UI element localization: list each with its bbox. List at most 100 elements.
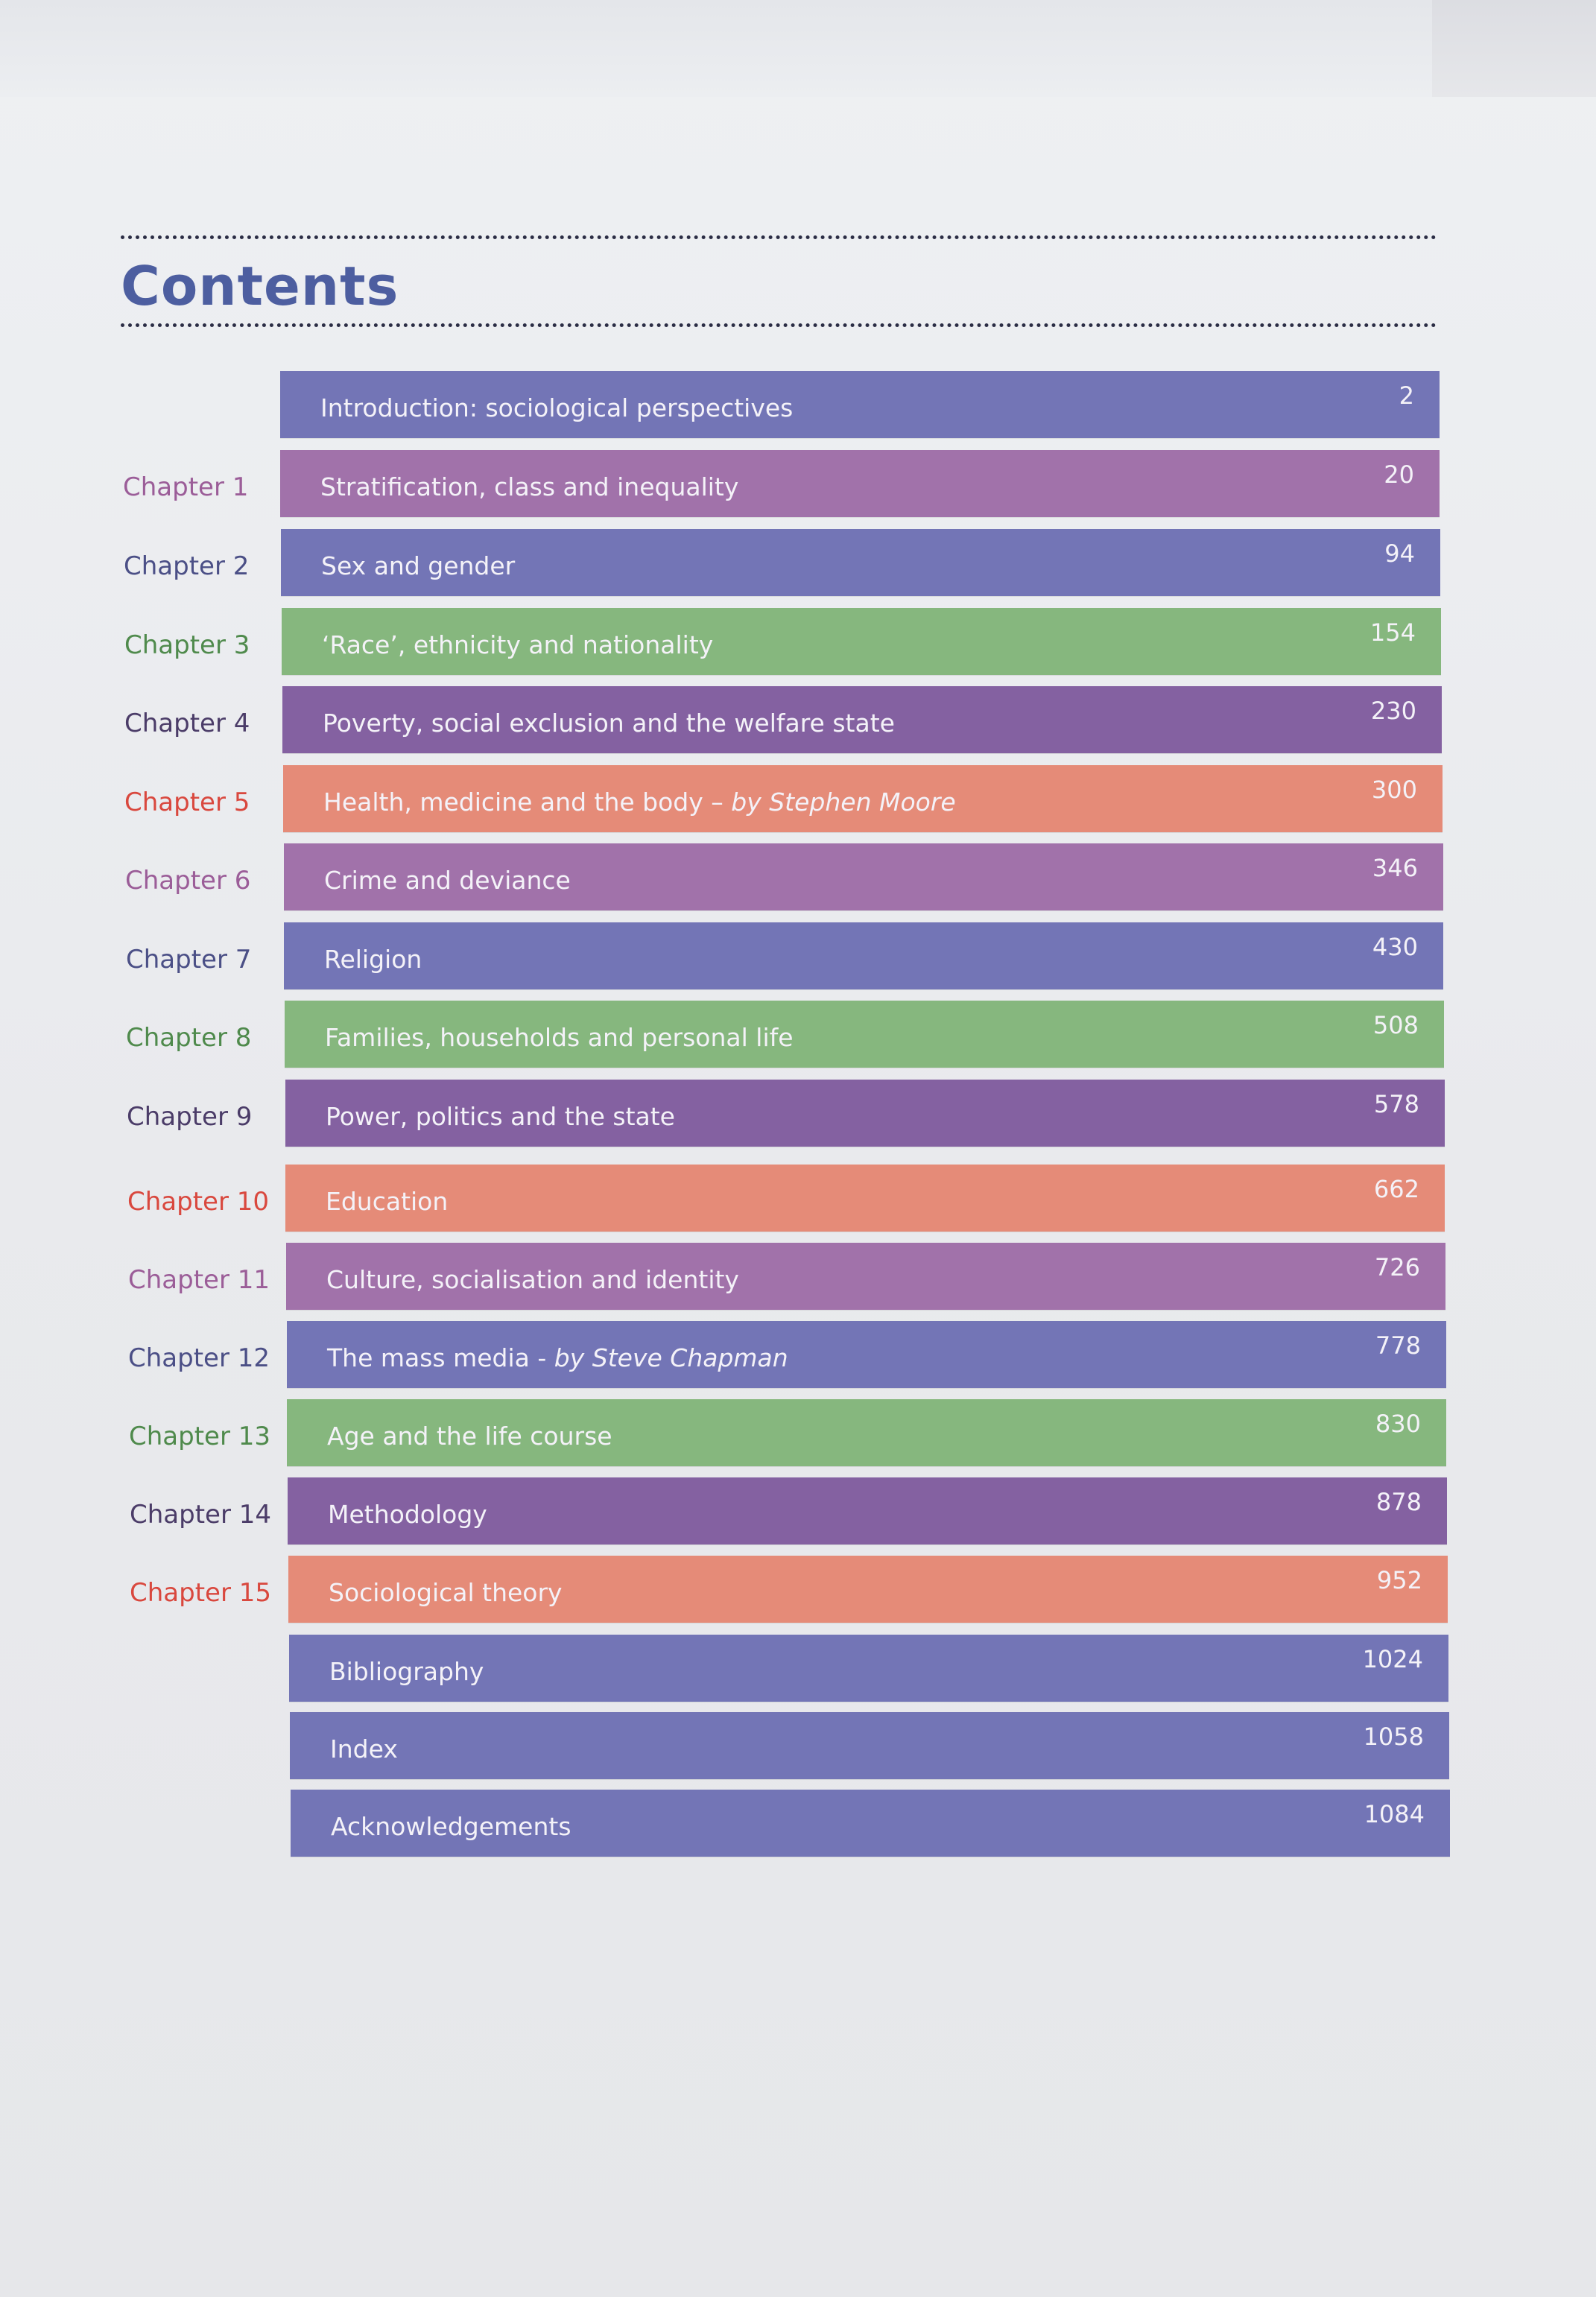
chapter-bar[interactable]: Index 1058 [290,1712,1449,1779]
chapter-bar[interactable]: Religion 430 [284,922,1443,989]
chapter-label: Chapter 8 [126,1023,252,1053]
chapter-label: Chapter 14 [130,1500,272,1530]
toc-row: Chapter 5 Health, medicine and the body –… [0,765,1596,834]
chapter-title: Sociological theory [329,1556,563,1630]
chapter-title-text: Acknowledgements [331,1812,571,1841]
chapter-label: Chapter 4 [124,709,250,738]
page-number: 154 [1369,618,1416,647]
chapter-label: Chapter 10 [127,1187,270,1217]
toc-row: Chapter 8 Families, households and person… [0,1001,1596,1069]
toc-row: Bibliography 1024 [0,1635,1596,1703]
toc-row: Chapter 12 The mass media - by Steve Chap… [0,1321,1596,1390]
chapter-title: ‘Race’, ethnicity and nationality [322,608,713,682]
chapter-title: The mass media - by Steve Chapman [327,1321,788,1395]
chapter-bar[interactable]: Age and the life course 830 [287,1399,1446,1466]
toc-row: Chapter 6 Crime and deviance 346 [0,843,1596,912]
page-number: 2 [1399,381,1414,410]
page-number: 878 [1375,1488,1422,1516]
contents-heading: Contents [121,255,399,317]
chapter-bar[interactable]: Introduction: sociological perspectives 2 [280,371,1440,438]
page-number: 300 [1371,776,1417,804]
dotted-rule-top [121,235,1437,239]
chapter-title: Education [326,1165,448,1239]
toc-row: Acknowledgements 1084 [0,1790,1596,1858]
page-number: 578 [1373,1090,1419,1118]
toc-row: Chapter 7 Religion 430 [0,922,1596,991]
chapter-title: Religion [324,922,422,997]
chapter-bar[interactable]: Sex and gender 94 [281,529,1440,596]
dotted-rule-bottom [121,323,1437,327]
toc-row: Chapter 10 Education 662 [0,1165,1596,1233]
chapter-title: Health, medicine and the body – by Steph… [323,765,956,840]
chapter-title-text: The mass media - [327,1343,554,1372]
chapter-title-text: Stratification, class and inequality [320,472,739,501]
page-number: 830 [1375,1410,1421,1438]
chapter-label: Chapter 1 [123,472,249,502]
chapter-bar[interactable]: Methodology 878 [288,1477,1447,1544]
page-number: 508 [1372,1011,1419,1039]
page-number: 778 [1375,1331,1421,1360]
chapter-author: by Stephen Moore [731,788,956,817]
toc-row: Chapter 1 Stratification, class and inequ… [0,450,1596,519]
chapter-title-text: Families, households and personal life [325,1023,794,1052]
chapter-label: Chapter 6 [125,866,251,896]
page-number: 726 [1374,1253,1420,1281]
chapter-label: Chapter 3 [124,630,250,660]
chapter-bar[interactable]: Families, households and personal life 50… [285,1001,1444,1068]
chapter-title: Poverty, social exclusion and the welfar… [323,686,895,761]
chapter-title-text: Sociological theory [329,1578,563,1607]
toc-row: Chapter 3 ‘Race’, ethnicity and nationali… [0,608,1596,677]
chapter-bar[interactable]: Health, medicine and the body – by Steph… [283,765,1443,832]
page-number: 662 [1373,1175,1419,1203]
chapter-title: Culture, socialisation and identity [326,1243,739,1317]
page-number: 430 [1372,933,1418,961]
page-number: 346 [1372,854,1418,882]
chapter-bar[interactable]: Poverty, social exclusion and the welfar… [282,686,1442,753]
toc-row: Chapter 14 Methodology 878 [0,1477,1596,1546]
toc-row: Introduction: sociological perspectives 2 [0,371,1596,440]
chapter-title: Families, households and personal life [325,1001,794,1075]
page-corner [1432,0,1596,97]
chapter-title-text: Education [326,1187,449,1216]
chapter-bar[interactable]: ‘Race’, ethnicity and nationality 154 [282,608,1441,675]
chapter-title: Age and the life course [327,1399,612,1474]
chapter-title-text: Health, medicine and the body – [323,788,732,817]
chapter-label: Chapter 11 [128,1265,270,1295]
toc-row: Chapter 15 Sociological theory 952 [0,1556,1596,1624]
chapter-label: Chapter 12 [128,1343,270,1373]
chapter-label: Chapter 15 [130,1578,272,1608]
chapter-title-text: Age and the life course [327,1422,612,1451]
chapter-label: Chapter 5 [124,788,250,817]
chapter-title: Crime and deviance [324,843,571,918]
chapter-bar[interactable]: Power, politics and the state 578 [285,1080,1445,1147]
chapter-bar[interactable]: Acknowledgements 1084 [291,1790,1450,1857]
chapter-bar[interactable]: Crime and deviance 346 [284,843,1443,910]
chapter-label: Chapter 2 [124,551,250,581]
chapter-title: Stratification, class and inequality [320,450,738,525]
top-band [0,0,1596,97]
chapter-bar[interactable]: Bibliography 1024 [289,1635,1448,1702]
chapter-bar[interactable]: Sociological theory 952 [288,1556,1448,1623]
chapter-title-text: Bibliography [329,1657,484,1686]
toc-row: Chapter 9 Power, politics and the state 57… [0,1080,1596,1148]
chapter-bar[interactable]: Culture, socialisation and identity 726 [286,1243,1445,1310]
page-number: 94 [1384,539,1415,568]
chapter-title-text: Culture, socialisation and identity [326,1265,739,1294]
page-number: 20 [1384,460,1414,489]
chapter-title: Acknowledgements [331,1790,571,1864]
toc-row: Chapter 11 Culture, socialisation and ide… [0,1243,1596,1311]
chapter-bar[interactable]: Education 662 [285,1165,1445,1232]
toc-row: Chapter 4 Poverty, social exclusion and t… [0,686,1596,755]
toc-row: Index 1058 [0,1712,1596,1781]
chapter-title: Index [330,1712,398,1787]
chapter-title-text: ‘Race’, ethnicity and nationality [322,630,714,659]
chapter-title: Power, politics and the state [326,1080,675,1154]
chapter-bar[interactable]: Stratification, class and inequality 20 [280,450,1440,517]
chapter-bar[interactable]: The mass media - by Steve Chapman 778 [287,1321,1446,1388]
chapter-label: Chapter 9 [127,1102,253,1132]
page-number: 952 [1376,1566,1422,1594]
chapter-label: Chapter 7 [126,945,252,975]
chapter-title: Introduction: sociological perspectives [320,371,793,446]
chapter-title-text: Poverty, social exclusion and the welfar… [323,709,895,738]
